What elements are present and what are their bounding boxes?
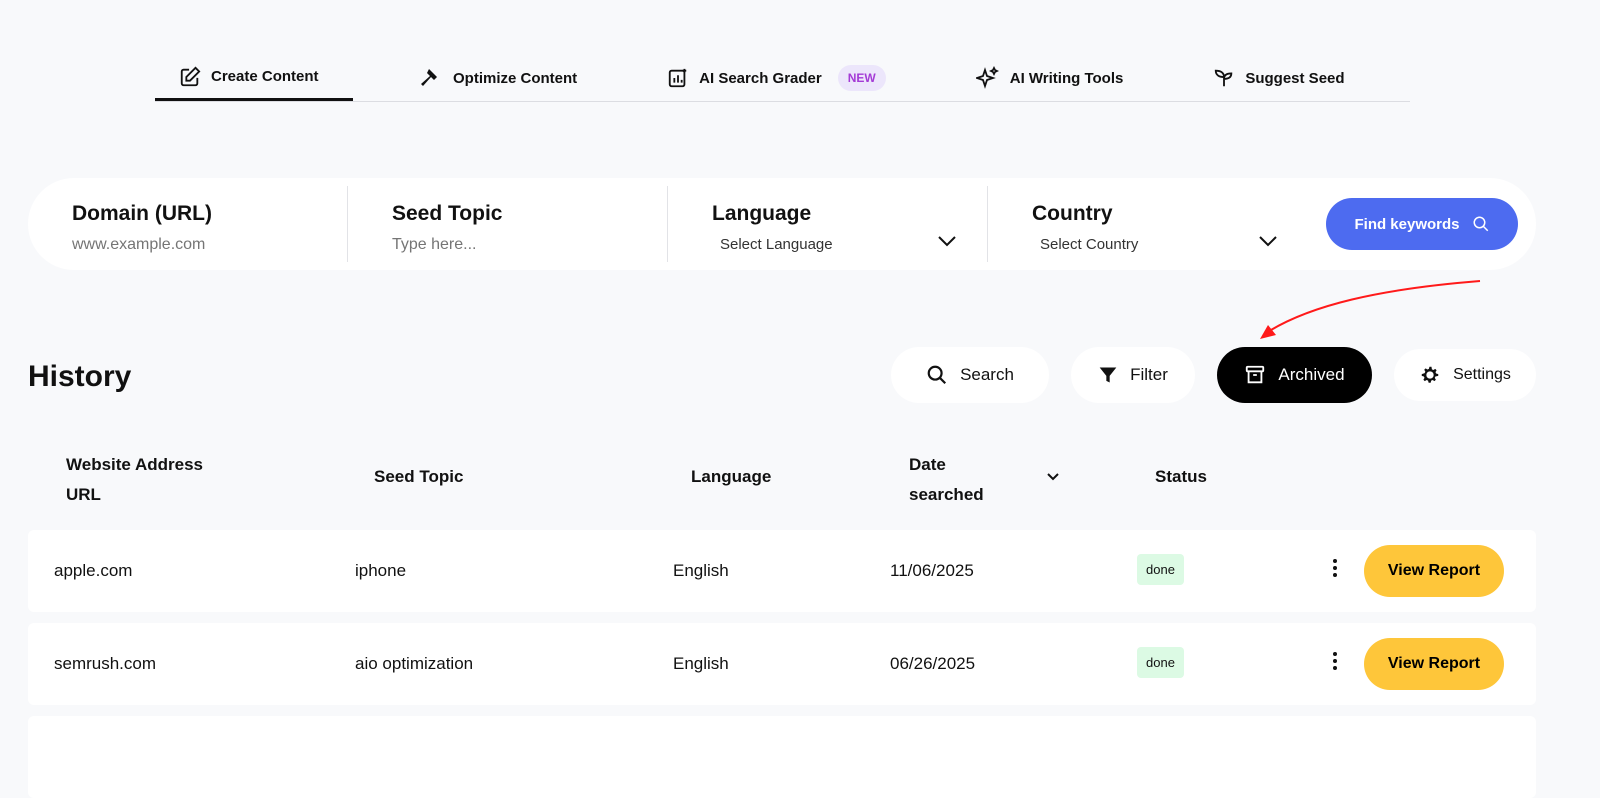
status-badge: done	[1137, 647, 1184, 678]
table-row: semrush.com aio optimization English 06/…	[28, 623, 1536, 705]
cell-seed: iphone	[355, 561, 407, 580]
tab-create-content[interactable]: Create Content	[155, 55, 353, 101]
seed-input[interactable]	[392, 236, 622, 254]
cell-seed: aio optimization	[355, 654, 474, 673]
column-header-language: Language	[691, 467, 772, 486]
language-label: Language	[712, 202, 812, 225]
cell-date: 11/06/2025	[890, 561, 974, 580]
column-header-status: Status	[1155, 467, 1207, 486]
more-options-icon[interactable]	[1328, 558, 1342, 580]
tab-ai-writing-tools[interactable]: AI Writing Tools	[952, 55, 1148, 101]
filter-icon	[1099, 367, 1117, 383]
settings-label: Settings	[1453, 366, 1511, 383]
search-label: Search	[960, 365, 1014, 384]
settings-button[interactable]: Settings	[1394, 349, 1536, 401]
tab-optimize-content[interactable]: Optimize Content	[395, 55, 601, 101]
tab-suggest-seed[interactable]: Suggest Seed	[1189, 55, 1368, 101]
search-icon	[1473, 216, 1488, 232]
country-label: Country	[1032, 202, 1113, 225]
language-value: Select Language	[720, 236, 833, 253]
new-badge: NEW	[837, 65, 886, 91]
archive-icon	[1246, 365, 1265, 384]
edit-icon	[180, 66, 201, 86]
tab-label: AI Writing Tools	[1009, 69, 1124, 87]
tab-label: Optimize Content	[453, 69, 578, 87]
status-badge: done	[1137, 554, 1184, 585]
top-nav: Create Content Optimize Content AI Searc…	[155, 55, 1410, 102]
view-report-button[interactable]: View Report	[1364, 545, 1504, 597]
sprout-icon	[1215, 69, 1233, 87]
language-select[interactable]: Language Select Language	[668, 186, 988, 262]
cell-language: English	[673, 654, 729, 673]
filter-label: Filter	[1130, 365, 1168, 384]
seed-field: Seed Topic	[348, 186, 668, 262]
table-row	[28, 716, 1536, 798]
tab-label: Suggest Seed	[1245, 69, 1345, 87]
country-value: Select Country	[1040, 236, 1139, 253]
seed-label: Seed Topic	[392, 202, 503, 225]
sparkles-icon	[975, 66, 999, 89]
gear-icon	[1421, 366, 1439, 383]
chevron-down-icon	[1259, 236, 1277, 247]
table-row: apple.com iphone English 11/06/2025 done…	[28, 530, 1536, 612]
history-title: History	[28, 360, 132, 393]
more-options-icon[interactable]	[1328, 651, 1342, 673]
archived-button[interactable]: Archived	[1217, 347, 1372, 403]
tab-label: Create Content	[211, 68, 319, 85]
domain-input[interactable]	[72, 236, 302, 254]
chart-icon	[669, 68, 687, 88]
cell-date: 06/26/2025	[890, 654, 976, 673]
find-label: Find keywords	[1354, 215, 1460, 233]
domain-field: Domain (URL)	[28, 186, 348, 262]
find-keywords-button[interactable]: Find keywords	[1326, 198, 1518, 250]
column-header-seed: Seed Topic	[374, 467, 464, 486]
archived-label: Archived	[1278, 365, 1345, 384]
cell-url: apple.com	[54, 561, 133, 580]
hammer-icon	[421, 69, 437, 86]
country-select[interactable]: Country Select Country	[988, 186, 1308, 262]
view-report-button[interactable]: View Report	[1364, 638, 1504, 690]
cell-url: semrush.com	[54, 654, 157, 673]
filter-button[interactable]: Filter	[1071, 347, 1195, 403]
keyword-search-form: Domain (URL) Seed Topic Language Select …	[28, 178, 1536, 270]
annotation-arrow	[1260, 280, 1481, 339]
domain-label: Domain (URL)	[72, 202, 212, 225]
column-header-date[interactable]: Date searched	[909, 455, 984, 504]
tab-label: AI Search Grader	[699, 69, 822, 87]
search-button[interactable]: Search	[891, 347, 1049, 403]
chevron-down-icon	[938, 236, 956, 247]
column-header-url: Website Address URL	[66, 455, 203, 504]
tab-ai-search-grader[interactable]: AI Search Grader NEW	[643, 55, 910, 101]
cell-language: English	[673, 561, 729, 580]
chevron-down-icon[interactable]	[1046, 472, 1060, 482]
search-icon	[927, 365, 947, 385]
